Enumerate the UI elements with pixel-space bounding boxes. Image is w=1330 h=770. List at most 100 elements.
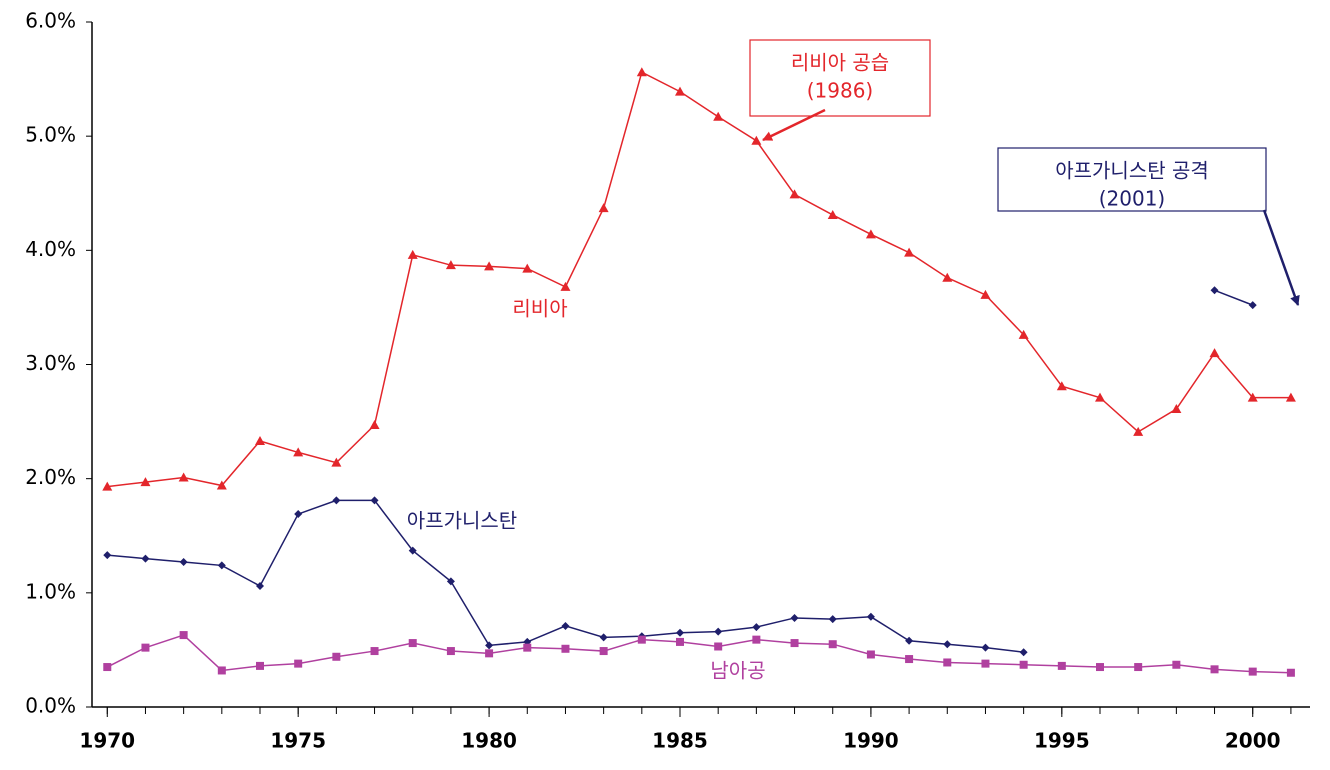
square-marker	[1248, 667, 1257, 676]
square-marker	[752, 635, 761, 644]
triangle-marker	[293, 447, 304, 457]
triangle-marker	[942, 272, 953, 282]
triangle-marker	[1095, 392, 1105, 402]
triangle-marker	[331, 457, 342, 467]
diamond-marker	[752, 623, 761, 632]
diamond-marker	[790, 613, 799, 622]
triangle-marker	[598, 203, 609, 213]
series	[102, 67, 1296, 491]
triangle-marker	[102, 481, 113, 491]
triangle-marker	[1285, 392, 1296, 402]
triangle-marker	[445, 260, 456, 270]
series-line	[106, 634, 1291, 674]
triangle-marker	[1056, 381, 1067, 391]
triangle-marker	[675, 86, 685, 96]
square-marker	[1210, 665, 1219, 674]
square-marker	[676, 637, 684, 646]
series-line	[107, 71, 1291, 488]
annotation-text: (1986)	[807, 79, 874, 103]
diamond-marker	[1210, 286, 1219, 295]
triangle-marker	[751, 135, 762, 145]
square-marker	[599, 647, 608, 656]
triangle-marker	[1133, 426, 1144, 436]
y-tick-label: 0.0%	[25, 694, 76, 718]
square-marker	[943, 658, 952, 667]
triangle-marker	[636, 67, 647, 77]
diamond-marker	[1019, 648, 1028, 657]
square-marker	[637, 635, 646, 644]
diamond-marker	[370, 496, 379, 505]
diamond-marker	[294, 510, 303, 519]
square-marker	[332, 652, 341, 661]
diamond-marker	[179, 558, 188, 567]
square-marker	[905, 655, 914, 664]
square-marker	[561, 644, 570, 653]
diamond-marker	[561, 621, 570, 630]
triangle-marker	[140, 477, 151, 487]
diamond-marker	[981, 643, 990, 652]
square-marker	[141, 643, 150, 652]
square-marker	[408, 639, 417, 648]
square-marker	[790, 639, 799, 648]
square-marker	[370, 647, 379, 656]
y-tick-label: 6.0%	[25, 9, 76, 33]
annotation-arrow	[762, 108, 826, 142]
square-marker	[1019, 660, 1028, 669]
diamond-marker	[217, 561, 226, 570]
diamond-marker	[408, 546, 417, 555]
square-marker	[294, 659, 303, 668]
triangle-marker	[522, 263, 533, 273]
y-tick-label: 4.0%	[25, 237, 76, 261]
x-tick-label: 1970	[79, 729, 135, 753]
triangle-marker	[369, 420, 380, 430]
x-tick-label: 1975	[270, 729, 326, 753]
square-marker	[981, 659, 990, 668]
triangle-marker	[1209, 348, 1220, 358]
diamond-marker	[676, 628, 684, 637]
square-marker	[217, 666, 226, 675]
triangle-marker	[904, 247, 915, 257]
annotation-text: 아프가니스탄 공격	[1055, 159, 1209, 183]
x-tick-label: 1985	[652, 729, 708, 753]
annotation-text: (2001)	[1099, 187, 1166, 211]
triangle-marker	[178, 472, 189, 482]
series-label: 리비아	[512, 297, 567, 321]
annotation-box	[997, 147, 1267, 212]
triangle-marker	[484, 261, 495, 271]
square-marker	[828, 640, 837, 649]
series-line	[107, 289, 1254, 653]
triangle-marker	[216, 480, 227, 490]
triangle-marker	[713, 111, 724, 121]
triangle-marker	[980, 289, 991, 299]
square-marker	[256, 661, 264, 670]
square-marker	[866, 650, 875, 659]
square-marker	[179, 631, 188, 640]
triangle-marker	[255, 435, 265, 445]
annotation-text: 리비아 공습	[791, 51, 889, 75]
triangle-marker	[865, 229, 876, 239]
annotation-box	[749, 39, 931, 117]
series	[103, 286, 1257, 657]
triangle-marker	[560, 281, 571, 291]
diamond-marker	[828, 615, 837, 624]
square-marker	[103, 663, 112, 672]
diamond-marker	[256, 581, 264, 590]
triangle-marker	[827, 209, 838, 219]
diamond-marker	[866, 612, 875, 621]
square-marker	[1057, 661, 1066, 670]
y-tick-label: 3.0%	[25, 351, 76, 375]
triangle-marker	[407, 249, 418, 259]
y-tick-label: 1.0%	[25, 579, 76, 603]
diamond-marker	[141, 554, 150, 563]
square-marker	[1096, 663, 1104, 672]
annotation-arrow	[1262, 209, 1300, 306]
square-marker	[446, 647, 455, 656]
square-marker	[714, 642, 723, 651]
diamond-marker	[905, 636, 914, 645]
square-marker	[485, 649, 494, 658]
diamond-marker	[103, 551, 112, 560]
diamond-marker	[1248, 301, 1257, 310]
series	[103, 631, 1295, 677]
diamond-marker	[714, 627, 723, 636]
